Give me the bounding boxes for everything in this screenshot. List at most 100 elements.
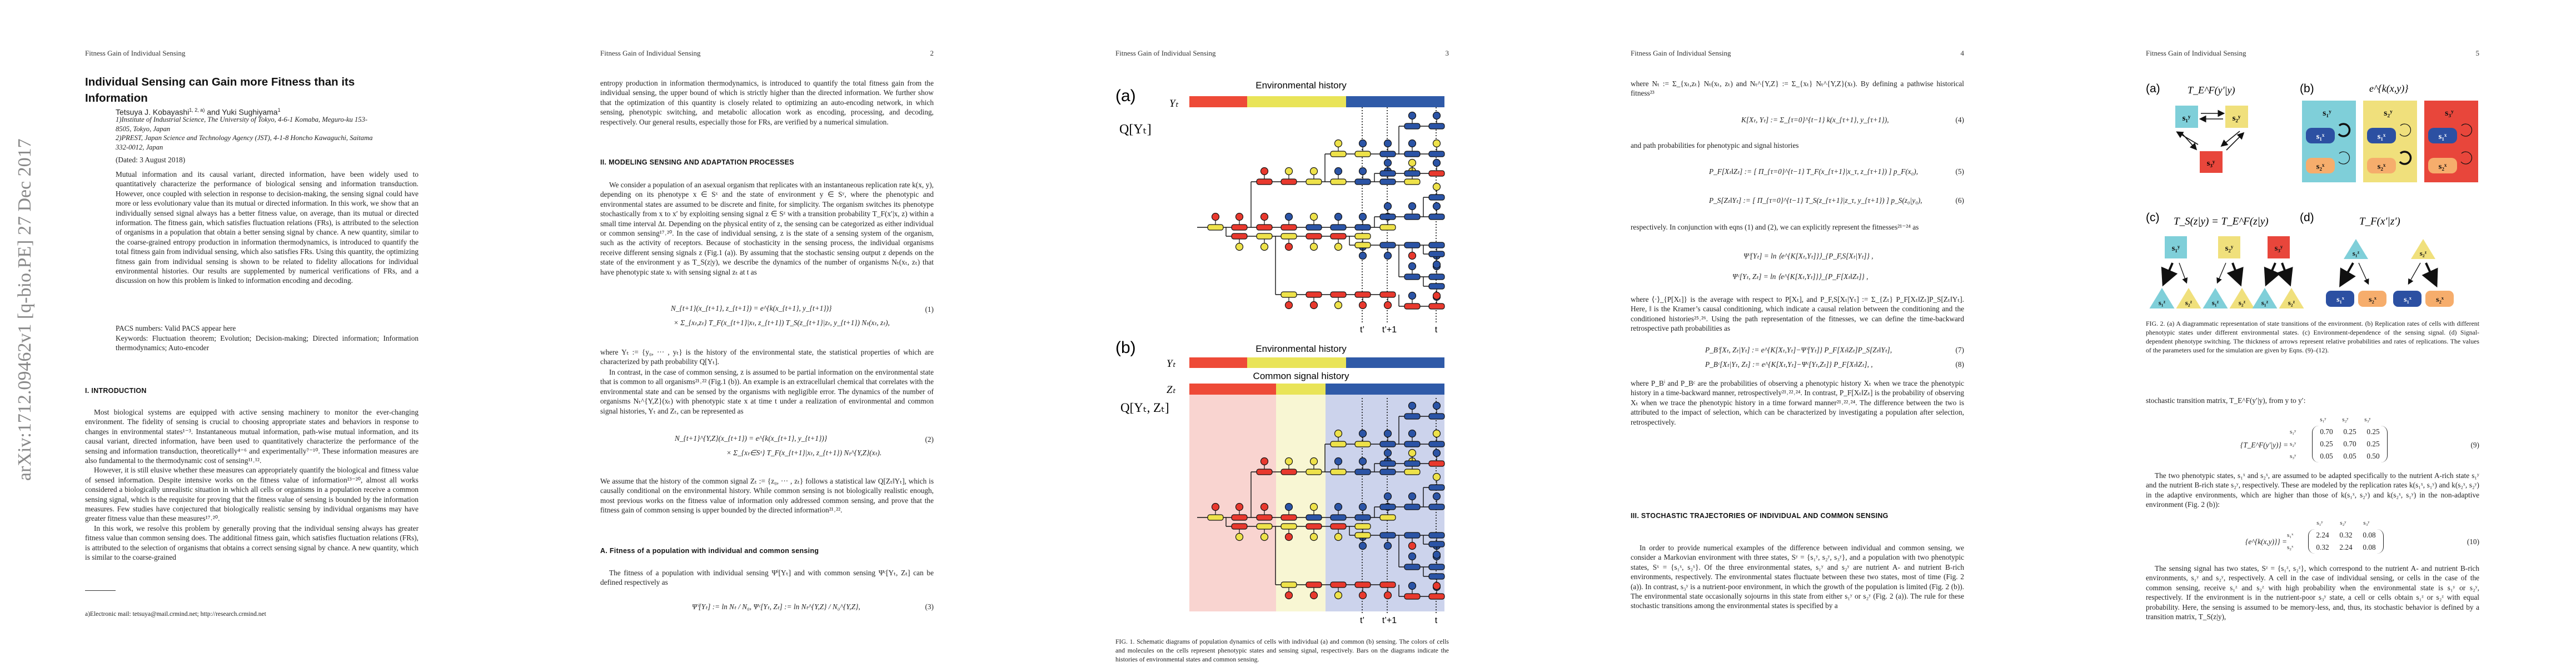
cell	[1379, 151, 1396, 157]
cell	[1404, 469, 1421, 475]
matrix-10-lhs: {e^{k(x,y)}} =	[2245, 537, 2287, 546]
sensing-molecule	[1383, 591, 1392, 600]
panel-c-title: T_S(z|y) = T_E^F(z|y)	[2174, 216, 2269, 227]
env-state-1-label: s₁ʸ	[2183, 114, 2191, 123]
sensing-molecule	[1284, 502, 1293, 511]
column-label: s₂ʸ	[2342, 416, 2349, 423]
signal-1-triangle-label: s₁ᶻ	[2261, 298, 2269, 307]
cell	[1404, 441, 1421, 447]
matrix-cell: 0.08	[2363, 543, 2376, 551]
sensing-molecule	[1284, 167, 1293, 176]
cell	[1330, 523, 1347, 530]
cell	[1354, 469, 1371, 475]
cell	[1256, 224, 1273, 231]
cell	[1428, 413, 1445, 420]
cell	[1231, 224, 1248, 231]
sensing-molecule	[1432, 260, 1441, 269]
column-label: s₂ʸ	[2340, 520, 2346, 526]
sensing-molecule	[1334, 301, 1343, 310]
panel-a-title: T_E^F(y′|y)	[2188, 84, 2235, 96]
author-conjunction: and	[205, 107, 222, 117]
time-label-t: t	[1435, 616, 1438, 625]
environmental-history-label: Environmental history	[1255, 80, 1347, 91]
matrix-row-labels: s₁ˣ s₂ˣ	[2287, 529, 2293, 554]
equation-6: P_S[Zₜ‖Yₜ] := [ Π_{τ=0}^{t−1} T_S(z_{τ+1…	[1709, 196, 1922, 205]
matrix-cell: 0.32	[2316, 543, 2329, 551]
panel-d-title: T_F(x′|z′)	[2359, 216, 2400, 227]
cell	[1306, 523, 1322, 530]
sensing-molecule	[1334, 139, 1343, 148]
probability-arrow-icon	[2276, 262, 2293, 287]
cell	[1330, 514, 1347, 521]
cell	[1428, 303, 1445, 310]
row-label: s₃ʸ	[2290, 453, 2296, 460]
environment-state-box	[2218, 236, 2240, 258]
cell	[1428, 151, 1445, 157]
cell	[1354, 532, 1371, 539]
sensing-molecule	[1432, 581, 1441, 590]
cell	[1404, 151, 1421, 157]
equation-number: (7)	[1955, 346, 1964, 354]
matrix-10: s₁ʸ s₂ʸ s₃ʸ 2.24 0.32 0.08 0.32 2.24 0.08	[2308, 517, 2384, 554]
environment-state-label: s₃ʸ	[2275, 244, 2283, 253]
phenotype-2-label: s₂ˣ	[2369, 296, 2377, 304]
cell	[1428, 541, 1445, 547]
affiliation: 1)Institute of Industrial Science, The U…	[116, 116, 368, 133]
signal-triangle	[2411, 239, 2435, 259]
author-affiliation-marks: 1	[277, 107, 281, 113]
cell	[1207, 224, 1224, 231]
sensing-molecule	[1383, 301, 1392, 310]
probability-arrow-icon	[2216, 262, 2226, 284]
replication-loop-arrow-icon	[2460, 151, 2473, 165]
cell	[1404, 413, 1421, 420]
sensing-molecule	[1408, 139, 1417, 148]
signal-triangle-label: s₂ᶻ	[2420, 249, 2427, 257]
sensing-molecule	[1358, 139, 1367, 148]
pacs-numbers: PACS numbers: Valid PACS appear here	[116, 324, 236, 332]
sensing-molecule	[1334, 242, 1343, 251]
cell	[1428, 441, 1445, 447]
panel-b-title: e^{k(x,y)}	[2369, 83, 2409, 94]
matrix-cell: 0.08	[2363, 531, 2376, 539]
cell	[1404, 178, 1421, 185]
arrow-icon	[2226, 132, 2245, 151]
arxiv-stamp: arXiv:1712.09462v1 [q-bio.PE] 27 Dec 201…	[14, 138, 35, 481]
sensing-molecule	[1358, 167, 1367, 176]
footnote: a)Electronic mail: tetsuya@mail.crmind.n…	[85, 611, 266, 618]
sensing-molecule	[1284, 532, 1293, 541]
paragraph: In order to provide numerical examples o…	[1631, 544, 1964, 610]
sensing-molecule	[1383, 251, 1392, 260]
phenotype-1-pill	[2367, 128, 2396, 143]
sensing-molecule	[1408, 401, 1417, 410]
panel-label-c: (c)	[2146, 211, 2160, 224]
probability-arrow-icon	[2408, 262, 2421, 285]
y-history-symbol: Yₜ	[1167, 358, 1176, 370]
time-label-t-prime: t’	[1360, 325, 1364, 335]
sensing-molecule	[1358, 429, 1367, 438]
matrix-row: 0.32 2.24 0.08	[2311, 541, 2381, 554]
paragraph: respectively. In conjunction with eqns (…	[1631, 223, 1919, 231]
matrix-cell: 0.25	[2366, 427, 2380, 436]
environmental-history-bar-segment	[1189, 96, 1247, 107]
sensing-molecule	[1334, 212, 1343, 221]
cell	[1354, 441, 1371, 447]
sensing-molecule	[1211, 502, 1220, 511]
sensing-molecule	[1235, 242, 1244, 251]
sensing-molecule	[1358, 251, 1367, 260]
cell	[1280, 514, 1297, 521]
paragraph: where Nₜ := Σ_{xₜ,zₜ} Nₜ(xₜ, zₜ) and Nₜ^…	[1631, 79, 1964, 98]
running-header: Fitness Gain of Individual Sensing	[85, 49, 186, 57]
matrix-cell: 0.25	[2366, 440, 2380, 448]
phenotype-1-pill	[2326, 291, 2354, 307]
cell	[1428, 460, 1445, 467]
equation-2-line-1: N_{t+1}^{Y,Z}(x_{t+1}) = e^{k(x_{t+1}, y…	[675, 434, 828, 442]
page-3: Fitness Gain of Individual Sensing 3 (a)…	[1030, 0, 1546, 667]
environmental-history-label: Environmental history	[1255, 344, 1347, 354]
figure-1: (a) Environmental history Yₜ Q[Yₜ] t’ t’…	[1115, 80, 1445, 625]
environmental-history-bar-segment	[1189, 357, 1247, 368]
cell	[1428, 273, 1445, 280]
sensing-molecule	[1432, 111, 1441, 120]
matrix-row: 0.05 0.05 0.50	[2315, 450, 2385, 462]
running-header: Fitness Gain of Individual Sensing	[1631, 49, 1731, 57]
keywords: Keywords: Fluctuation theorem; Evolution…	[116, 334, 418, 352]
